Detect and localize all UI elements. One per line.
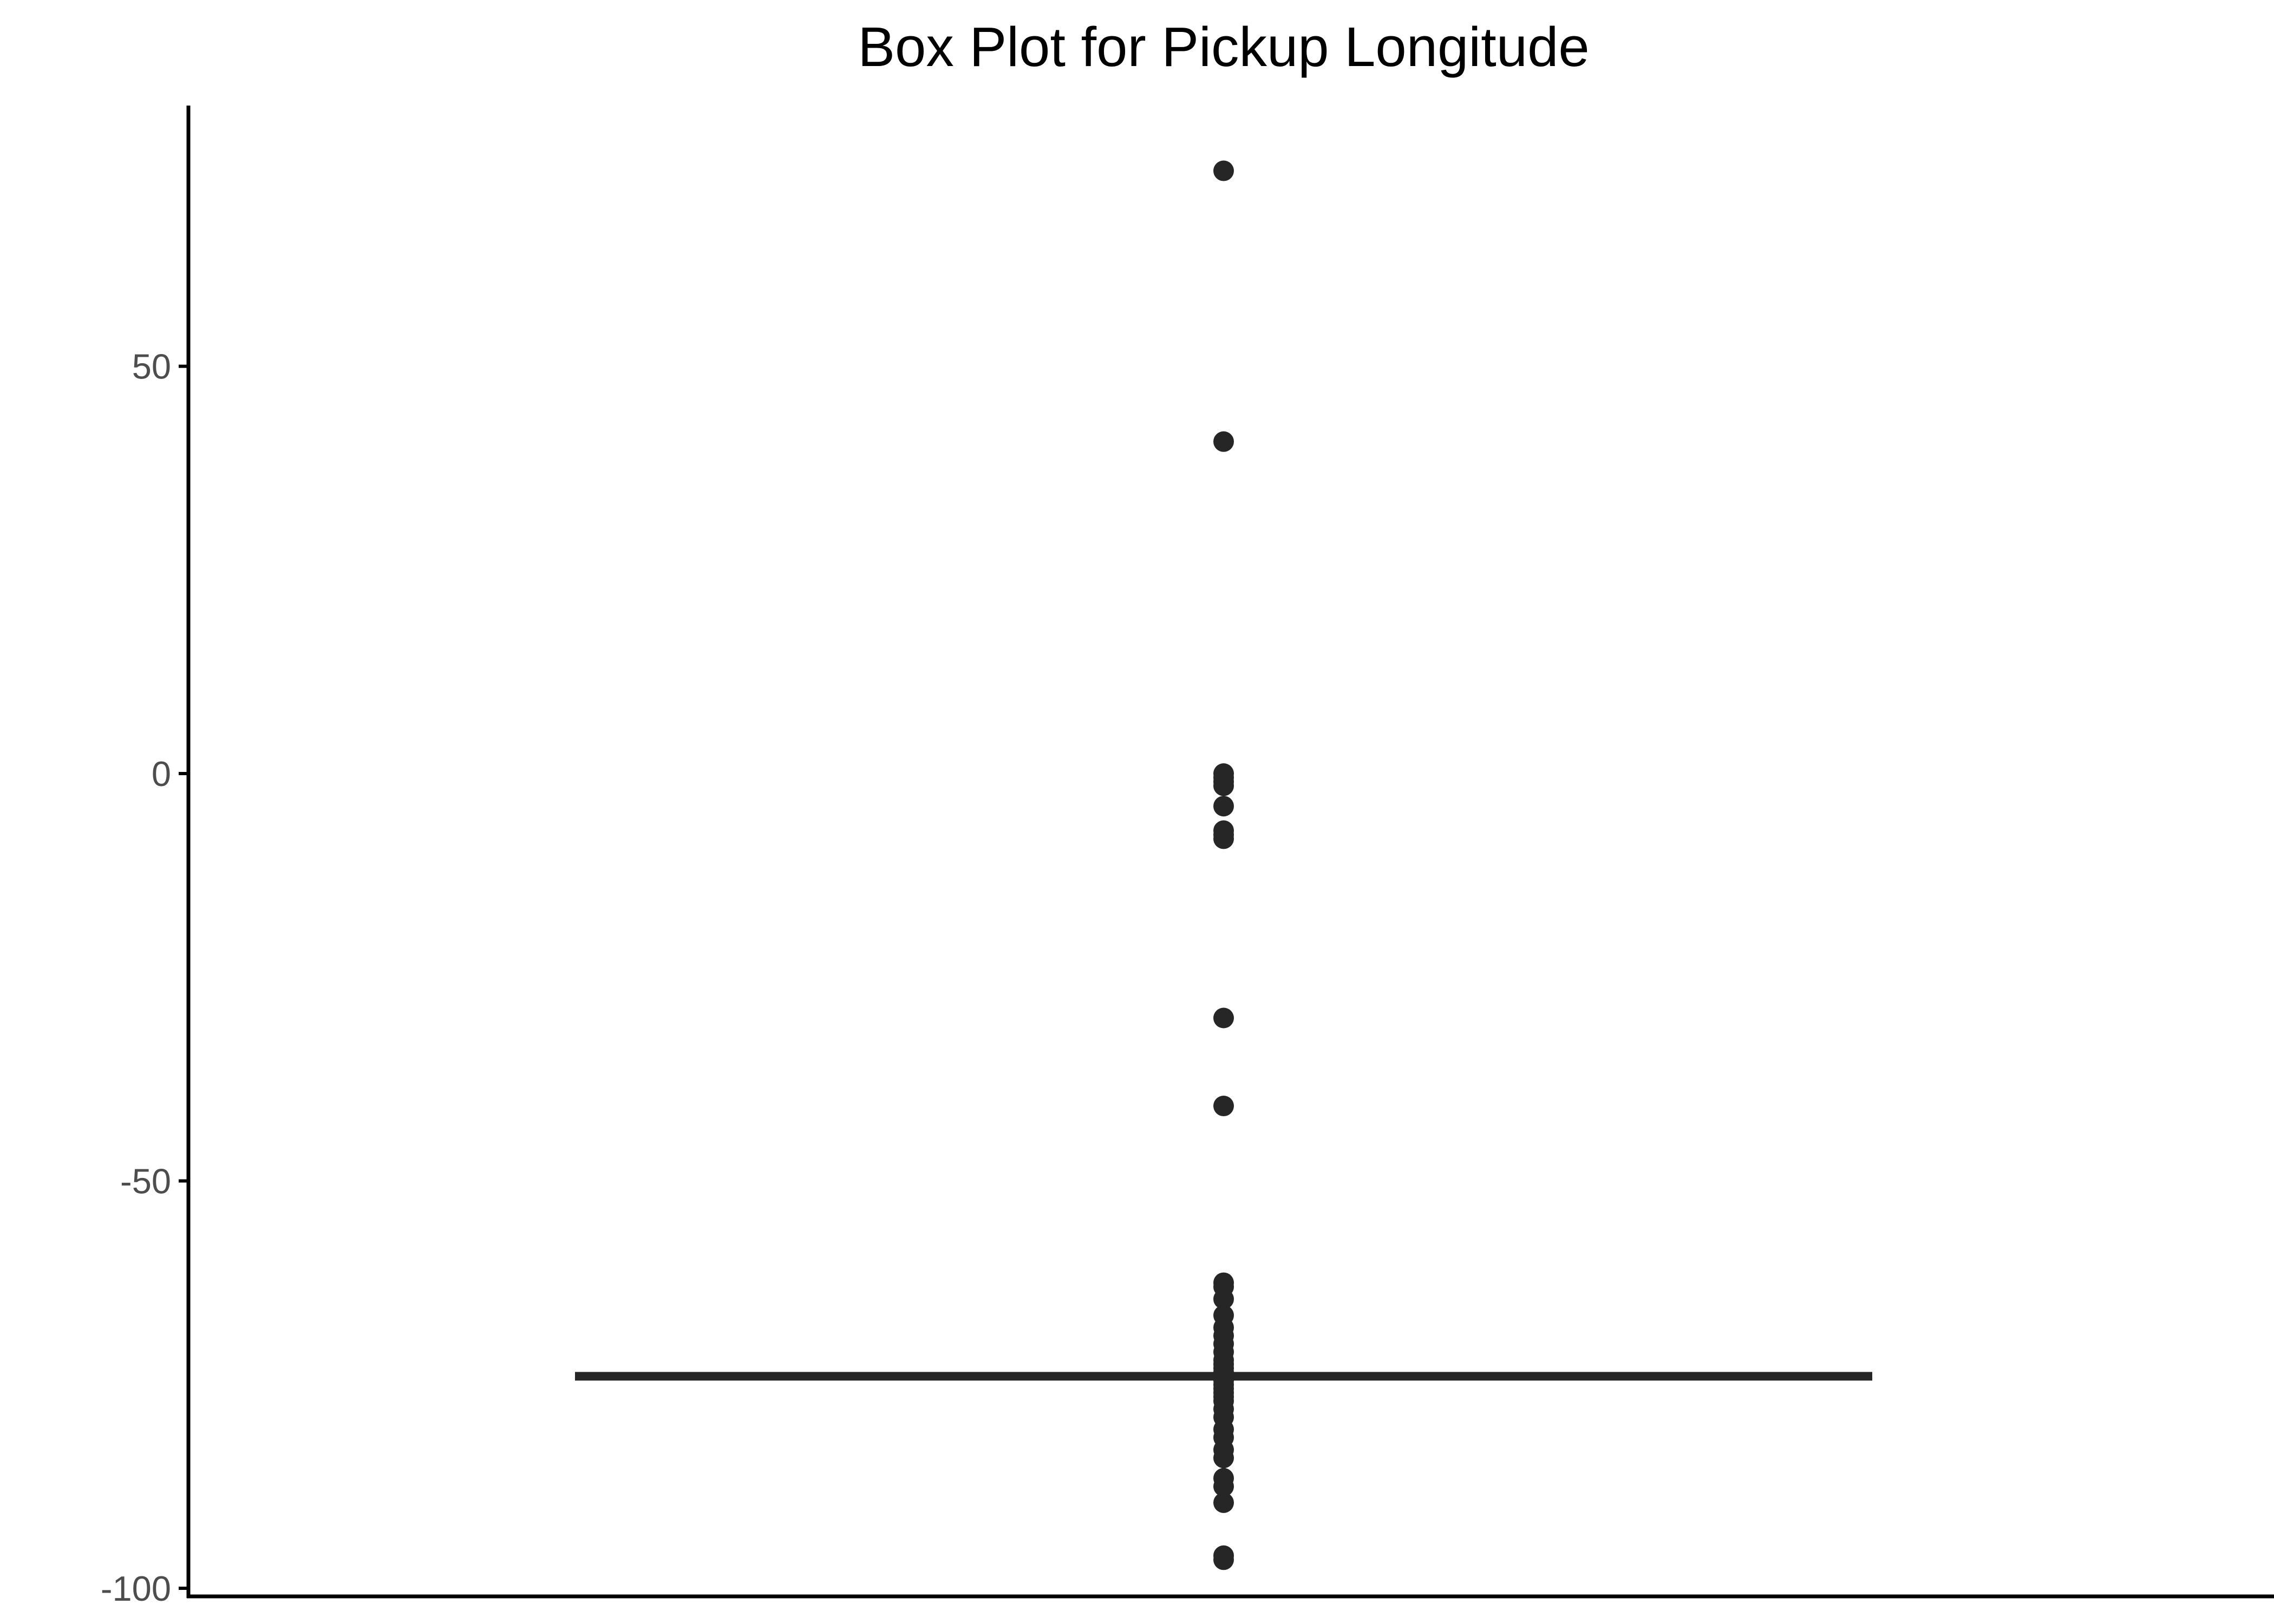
outlier-point (1213, 1007, 1234, 1029)
plot-area (575, 160, 1872, 1570)
outlier-point (1213, 1288, 1234, 1309)
outlier-point (1213, 796, 1234, 817)
y-tick-label: 0 (152, 754, 171, 794)
y-axis: 50 0 -50 -100 (101, 347, 188, 1608)
outlier-point (1213, 1549, 1234, 1570)
outlier-point (1213, 431, 1234, 452)
outlier-point (1213, 828, 1234, 849)
chart-title: Box Plot for Pickup Longitude (858, 16, 1589, 78)
outlier-point (1213, 1448, 1234, 1469)
y-tick-label: -50 (120, 1161, 171, 1201)
outlier-point (1213, 1476, 1234, 1497)
y-tick-label: 50 (132, 347, 171, 387)
outlier-point (1213, 1096, 1234, 1117)
y-tick-label: -100 (101, 1569, 171, 1608)
outlier-point (1213, 1492, 1234, 1513)
outlier-point (1213, 775, 1234, 796)
outlier-point (1213, 160, 1234, 181)
